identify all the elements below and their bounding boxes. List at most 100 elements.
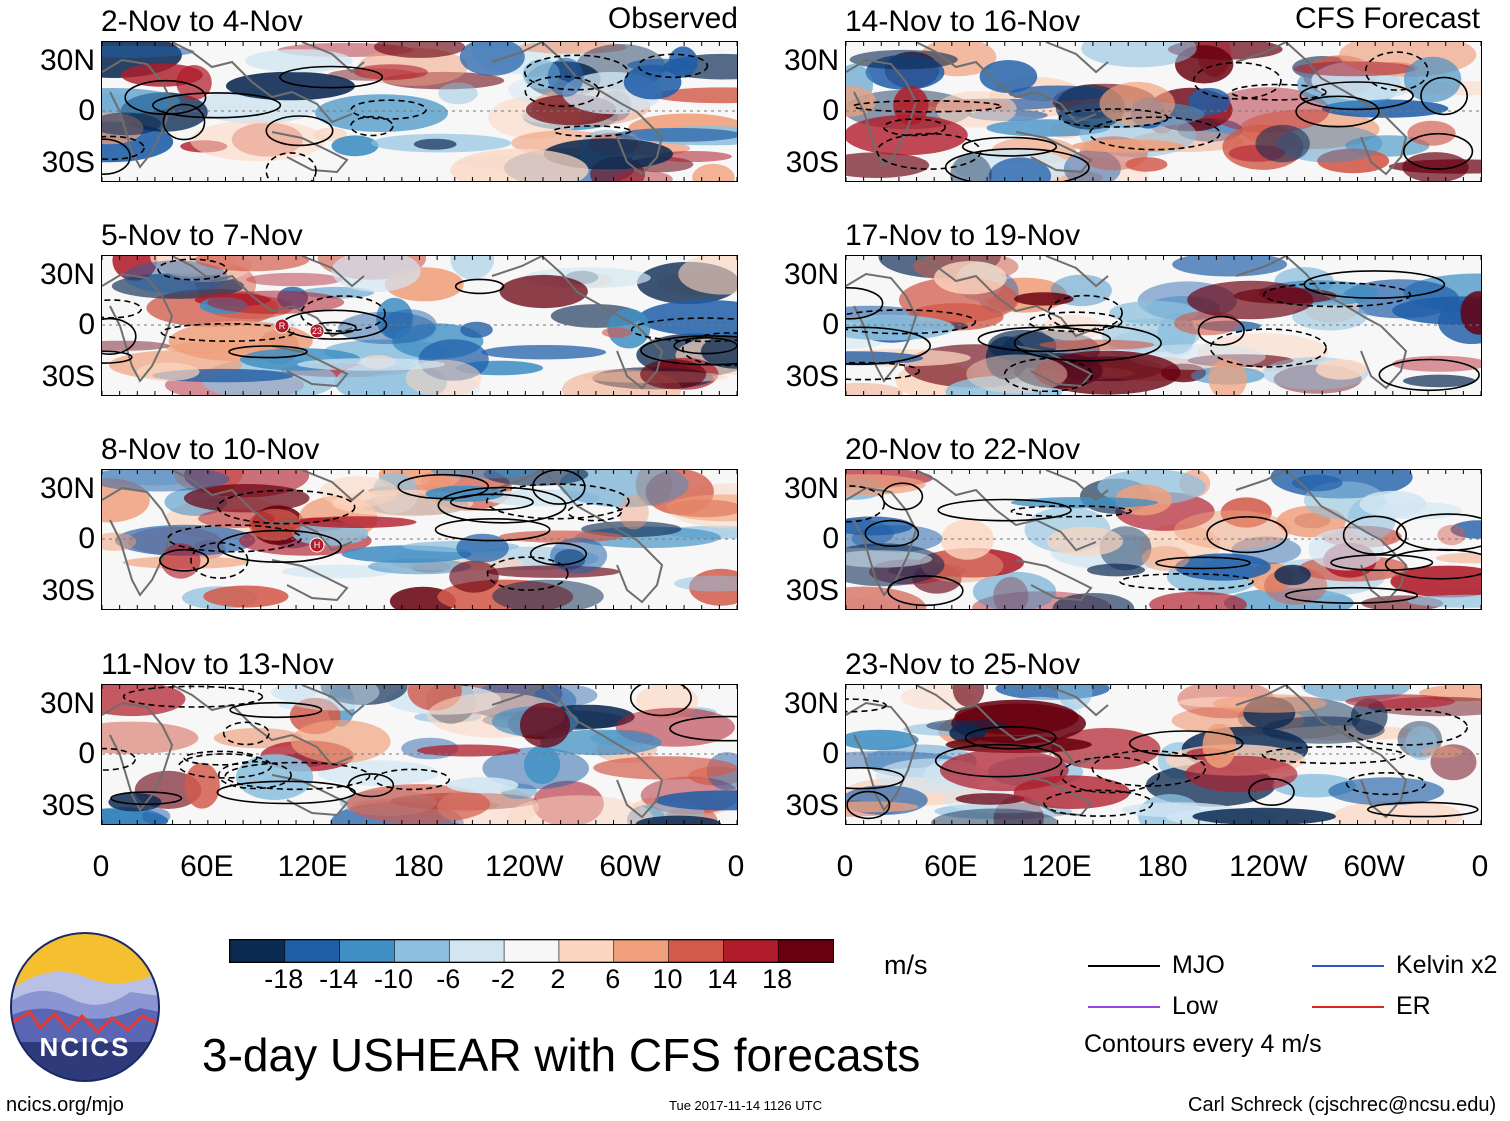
storm-marker	[309, 323, 325, 339]
lat-label: 0	[822, 522, 839, 555]
lon-label: 120W	[1229, 850, 1308, 883]
coastline	[1235, 42, 1287, 63]
anomaly-blob	[654, 790, 737, 811]
anomaly-blob	[270, 685, 316, 701]
colorbar-swatch	[229, 939, 286, 963]
shear-field	[102, 42, 737, 181]
coastline	[915, 256, 1097, 338]
anomaly-blob	[1149, 591, 1247, 609]
anomaly-blob	[438, 82, 478, 105]
anomaly-blob	[601, 327, 632, 338]
mjo-contour	[629, 685, 692, 717]
mjo-contour	[1043, 789, 1154, 817]
shear-map	[845, 41, 1482, 182]
panel-title: 23-Nov to 25-Nov	[845, 648, 1081, 681]
lon-label: 180	[1137, 850, 1188, 883]
coastline	[915, 685, 1097, 767]
anomaly-blob	[1188, 87, 1231, 115]
coastline	[1045, 685, 1109, 717]
mjo-contour	[178, 753, 272, 779]
anomaly-blob	[1405, 726, 1438, 761]
mjo-contour	[524, 75, 600, 108]
colorbar-swatch	[448, 939, 505, 963]
anomaly-blob	[614, 128, 737, 142]
mjo-contour	[102, 350, 133, 364]
colorbar-label: 18	[762, 964, 793, 994]
anomaly-blob	[593, 756, 737, 780]
mjo-contour	[300, 295, 386, 333]
anomaly-blob	[389, 586, 456, 609]
mjo-contour	[217, 529, 342, 564]
colorbar-label: -6	[436, 964, 461, 994]
anomaly-blob	[1376, 501, 1463, 520]
contour-note: Contours every 4 m/s	[1084, 1030, 1322, 1058]
mjo-contour	[1206, 515, 1288, 554]
mjo-contour	[162, 103, 206, 141]
mjo-contour	[350, 99, 427, 120]
mjo-contour	[1284, 586, 1418, 604]
mjo-contour	[122, 685, 264, 708]
ncics-logo: NCICS	[10, 932, 160, 1082]
anomaly-blob	[1255, 124, 1310, 163]
anomaly-blob	[1047, 526, 1123, 557]
colorbar-swatch	[284, 939, 341, 963]
coastline	[1235, 256, 1287, 277]
anomaly-blob	[678, 256, 737, 295]
mjo-contours	[158, 470, 630, 591]
anomaly-blob	[338, 311, 436, 345]
lat-label: 30S	[41, 360, 95, 393]
anomaly-blob	[618, 494, 649, 530]
shear-field: H	[102, 470, 737, 609]
lon-label: 60W	[1343, 850, 1405, 883]
anomaly-blobs	[102, 42, 737, 181]
coastline	[541, 42, 664, 176]
anomaly-blob	[1087, 563, 1145, 577]
lon-label: 120W	[485, 850, 564, 883]
anomaly-blob	[972, 571, 1057, 609]
mjo-contours	[102, 258, 737, 367]
mjo-contour	[846, 790, 891, 820]
observed-label: Observed	[607, 2, 738, 35]
figure-title: 3-day USHEAR with CFS forecasts	[202, 1029, 921, 1081]
coastline	[846, 58, 918, 169]
lat-label: 30N	[39, 44, 95, 77]
mjo-contour	[846, 698, 887, 713]
mjo-contour	[110, 791, 183, 806]
anomaly-blob	[102, 532, 137, 551]
mjo-contour	[881, 482, 924, 511]
storm-marker-label: R	[279, 321, 286, 331]
anomaly-blob	[1390, 565, 1481, 598]
anomaly-blob	[1293, 61, 1415, 77]
mjo-contour	[1197, 315, 1245, 346]
anomaly-blob	[102, 45, 195, 58]
anomaly-blob	[940, 519, 994, 560]
anomaly-blob	[499, 530, 623, 543]
axis-ticks	[846, 685, 1481, 824]
anomaly-blob	[638, 300, 737, 336]
shear-map	[845, 469, 1482, 610]
mjo-contour	[523, 54, 629, 91]
axis-ticks	[102, 256, 737, 395]
mjo-contour	[1261, 745, 1406, 765]
lat-label: 30S	[785, 789, 839, 822]
mjo-contour	[846, 767, 905, 790]
anomaly-blob	[1317, 148, 1390, 174]
coastline	[491, 256, 543, 277]
mjo-contour	[630, 317, 737, 343]
lat-label: 30S	[785, 574, 839, 607]
panel-title: 11-Nov to 13-Nov	[101, 648, 334, 681]
anomaly-blob	[1430, 744, 1477, 781]
colorbar-label: 10	[652, 964, 683, 994]
mjo-contour	[1060, 756, 1160, 794]
mjo-contour	[1342, 515, 1408, 555]
mjo-contour	[373, 768, 451, 791]
anomaly-blob	[640, 359, 707, 390]
anomaly-blob	[607, 308, 651, 349]
colorbar-label: 6	[605, 964, 621, 994]
mjo-contour	[934, 743, 1063, 778]
anomaly-blob	[966, 354, 1068, 394]
coastline	[1235, 470, 1287, 491]
anomaly-blob	[1172, 256, 1288, 277]
coastline	[1015, 774, 1093, 817]
anomaly-blob	[979, 60, 1038, 93]
